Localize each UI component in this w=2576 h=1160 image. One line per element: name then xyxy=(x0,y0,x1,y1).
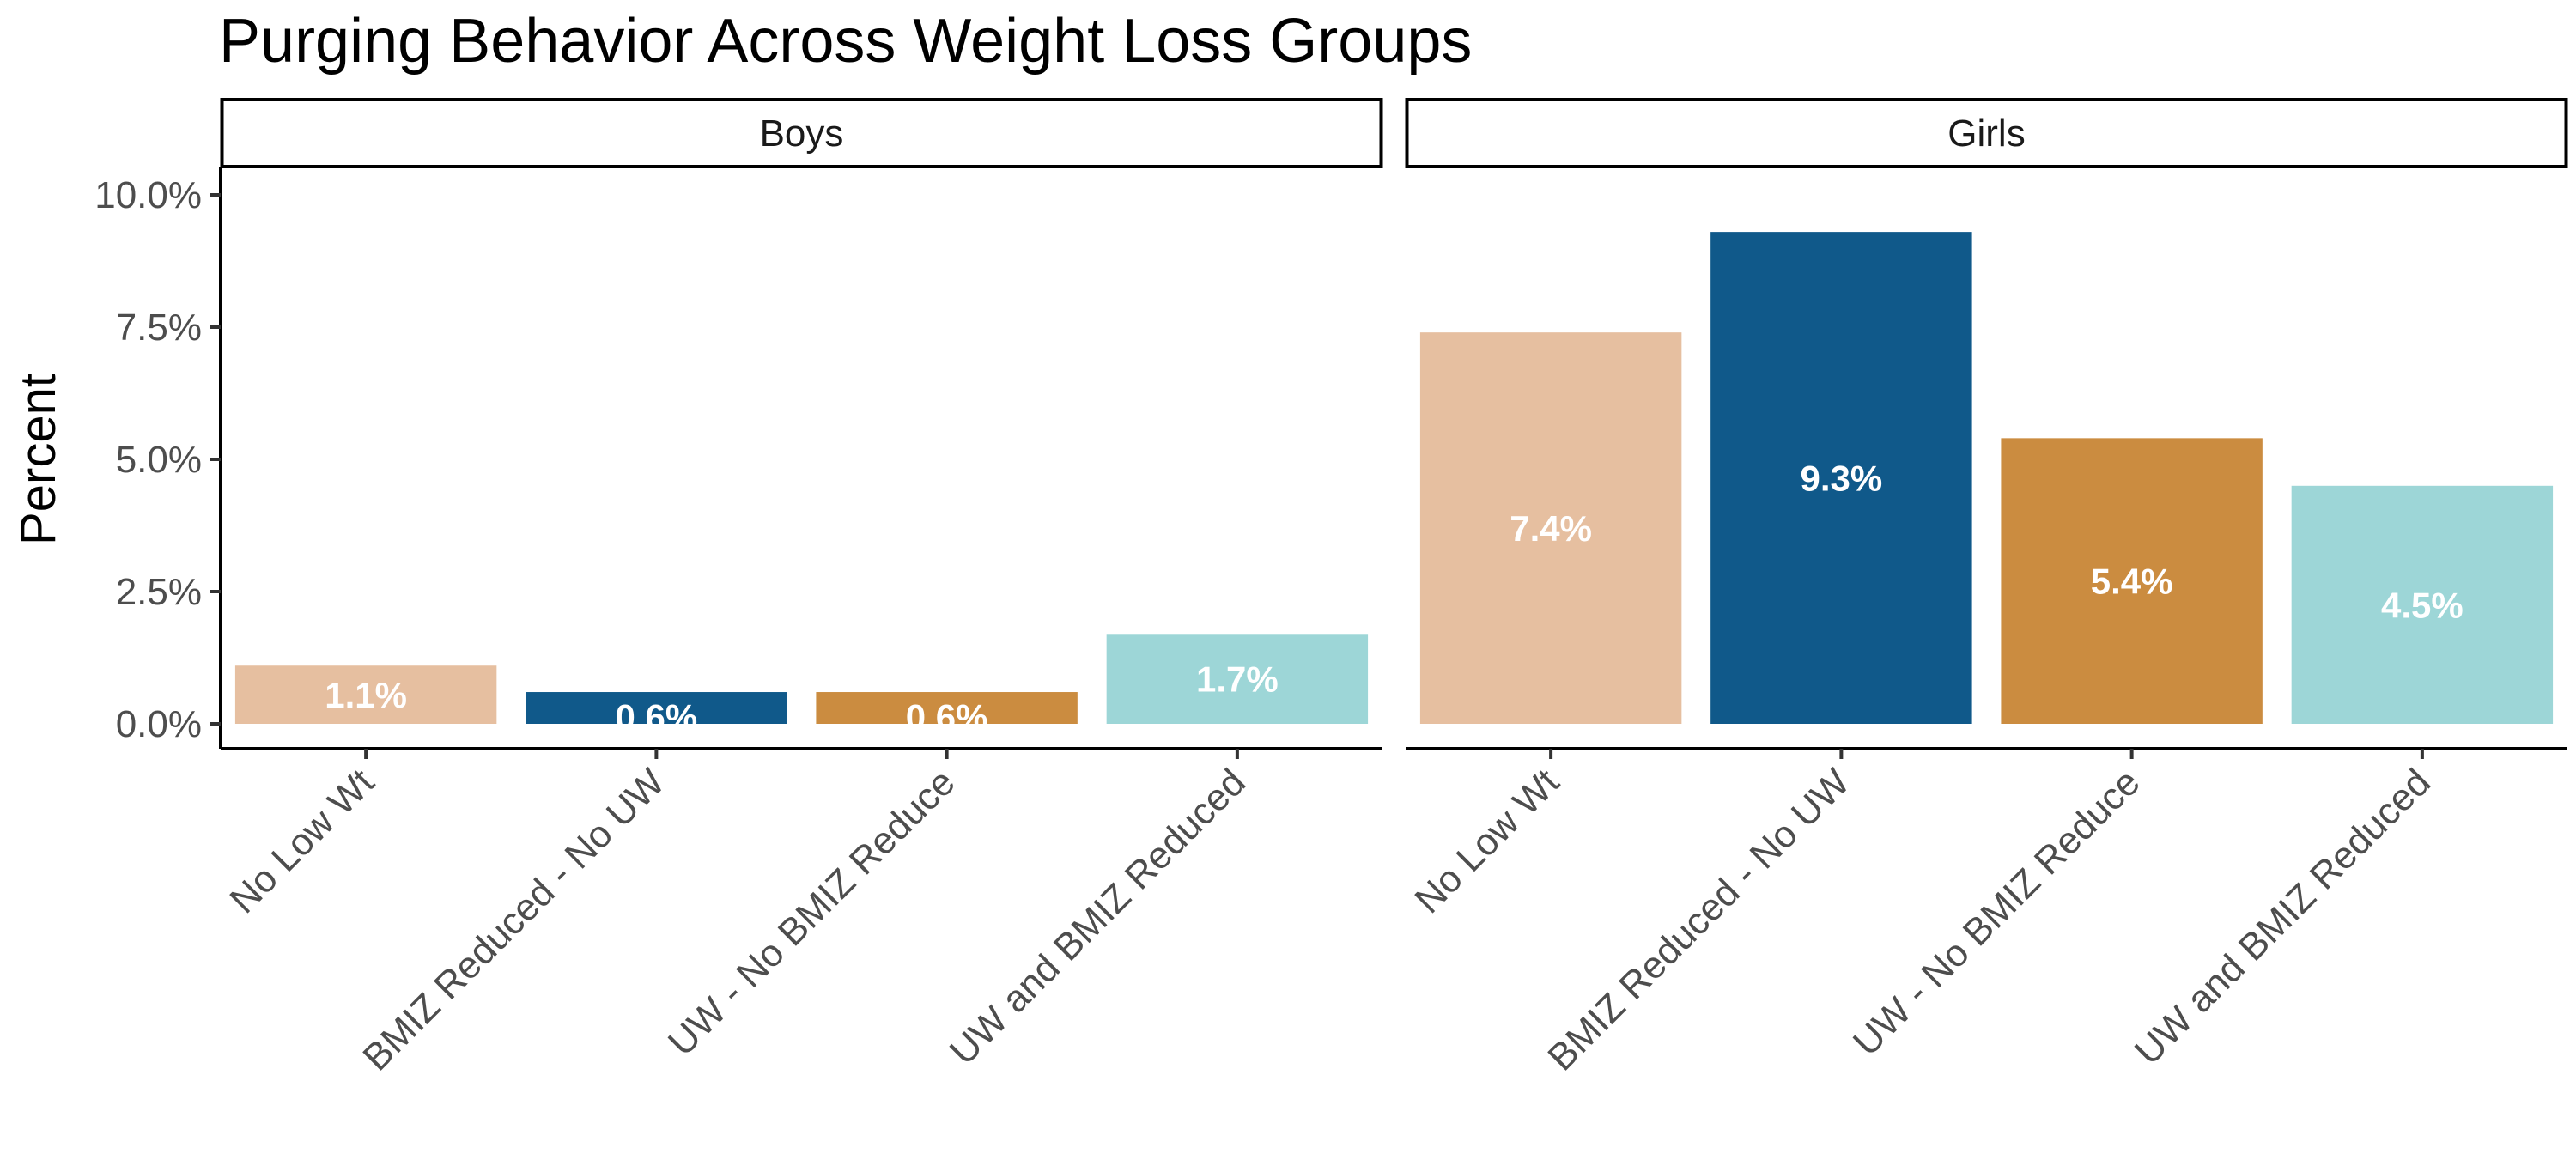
bar-value-label: 1.7% xyxy=(1196,659,1279,700)
bar-boys-1 xyxy=(234,665,497,724)
bar-girls-1 xyxy=(1419,332,1682,724)
y-tick-label: 2.5% xyxy=(116,571,202,613)
y-tick-label: 7.5% xyxy=(116,307,202,349)
bar-value-label: 0.6% xyxy=(616,697,698,738)
y-tick-label: 5.0% xyxy=(116,439,202,481)
x-tick-label: UW and BMIZ Reduced xyxy=(942,761,1254,1072)
bar-boys-2 xyxy=(526,692,787,724)
x-tick-label: No Low Wt xyxy=(1406,761,1567,921)
bar-boys-3 xyxy=(816,692,1078,724)
x-tick-label: BMIZ Reduced - No UW xyxy=(1540,761,1857,1078)
bar-value-label: 4.5% xyxy=(2381,585,2464,625)
y-axis-label: Percent xyxy=(10,374,66,545)
bar-girls-4 xyxy=(2291,485,2554,724)
y-tick-label: 0.0% xyxy=(116,703,202,745)
bar-value-label: 1.1% xyxy=(325,675,407,715)
bar-value-label: 9.3% xyxy=(1801,459,1883,499)
x-tick-label: No Low Wt xyxy=(222,761,382,921)
bar-value-label: 0.6% xyxy=(906,697,988,738)
facet-label-girls: Girls xyxy=(1947,112,2025,155)
x-tick-label: BMIZ Reduced - No UW xyxy=(355,761,672,1078)
chart-title: Purging Behavior Across Weight Loss Grou… xyxy=(219,7,1472,76)
bar-girls-3 xyxy=(2001,438,2263,724)
plot-area: Boys 0.0% 2.5% 5.0% 7.5% 10.0% 1.1% No Low Wt 0.… xyxy=(94,98,2568,1078)
x-tick-label: UW - No BMIZ Reduce xyxy=(660,761,963,1064)
x-tick-label: UW - No BMIZ Reduce xyxy=(1845,761,2148,1064)
bar-boys-4 xyxy=(1106,634,1369,724)
facet-strip-girls xyxy=(1405,98,2568,168)
y-tick-label: 10.0% xyxy=(94,174,202,216)
bar-girls-2 xyxy=(1710,232,1972,724)
facet-strip-boys xyxy=(220,98,1383,168)
facet-label-boys: Boys xyxy=(760,112,844,155)
bar-value-label: 5.4% xyxy=(2091,562,2173,602)
x-tick-label: UW and BMIZ Reduced xyxy=(2127,761,2439,1072)
bar-value-label: 7.4% xyxy=(1510,508,1592,549)
